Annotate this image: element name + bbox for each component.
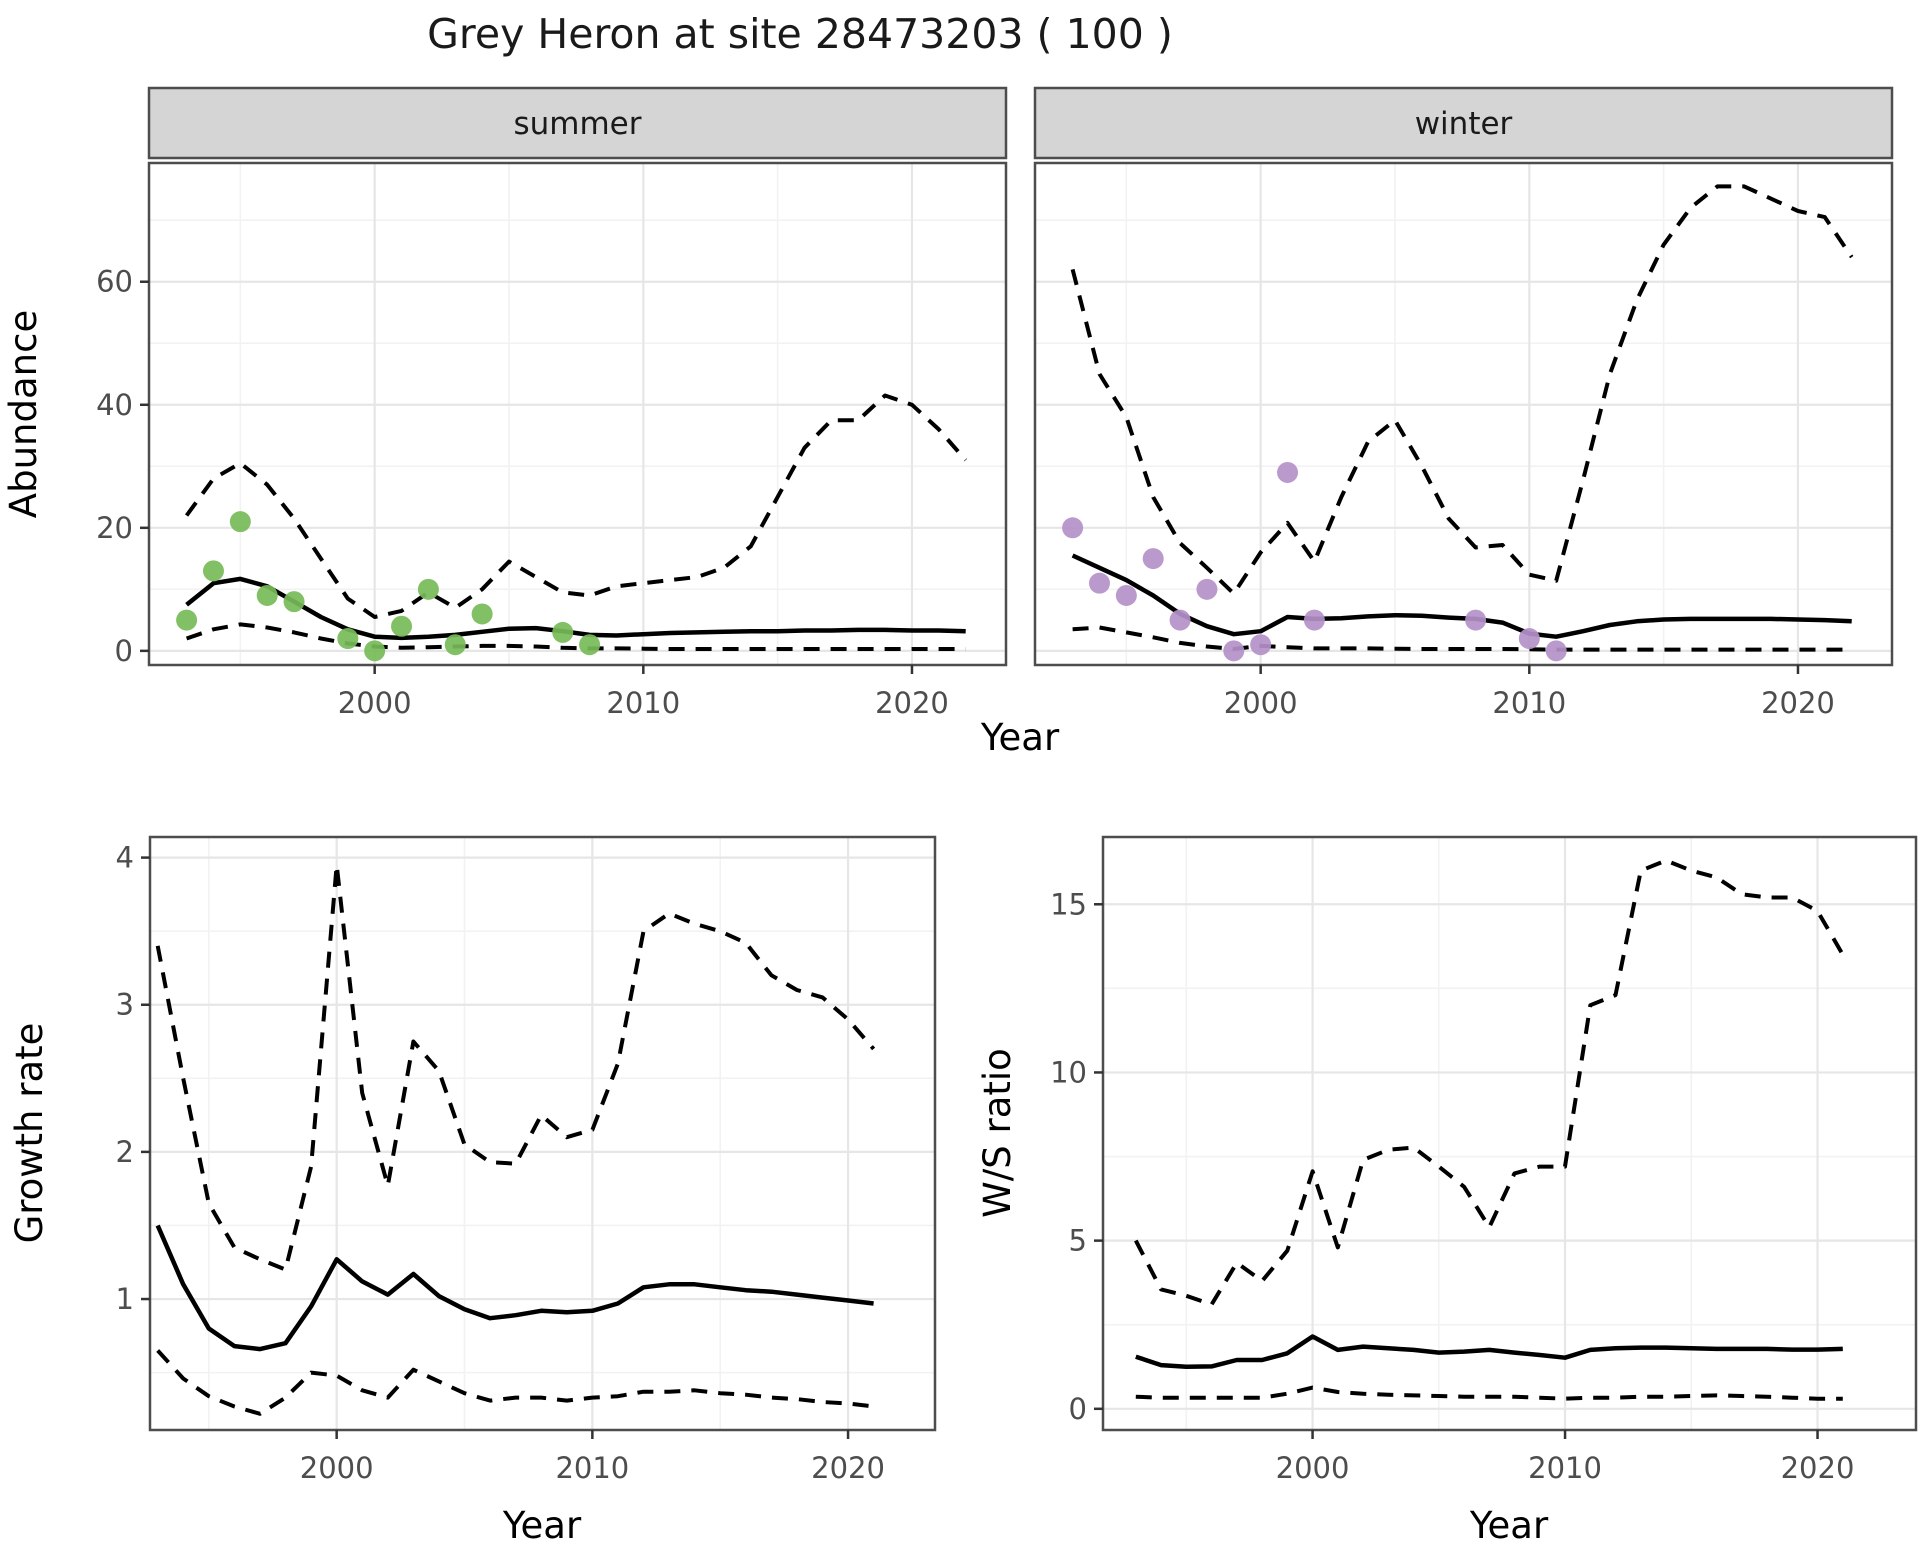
upper-ci-line — [1134, 858, 1845, 1307]
observation-point — [202, 560, 224, 582]
y-tick-label: 2 — [116, 1135, 134, 1169]
observation-point — [471, 603, 493, 625]
panel-winter: winter 2000 2010 2020 — [1033, 86, 1894, 720]
facet-strip-label: summer — [513, 106, 641, 142]
observation-point — [444, 634, 466, 656]
panel-border — [1101, 835, 1918, 1432]
panel-border — [147, 161, 1008, 667]
x-tick-label: 2010 — [555, 1451, 629, 1485]
upper-ci-line — [155, 863, 876, 1272]
panel-summer: summer 2000 2010 2020 0 20 40 60 — [96, 86, 1008, 720]
y-tick-label: 4 — [116, 841, 134, 875]
x-tick-label: 2000 — [300, 1451, 374, 1485]
panel-growth-rate: 2000 2010 2020 1 2 3 4 — [116, 835, 937, 1485]
observation-point — [1277, 461, 1299, 483]
observation-point — [579, 634, 601, 656]
ws-ratio-line — [1135, 1334, 1843, 1370]
observation-point — [229, 511, 251, 533]
x-tick-label: 2020 — [811, 1451, 885, 1485]
observation-point — [1062, 517, 1084, 539]
axis-title-year-bottom-right: Year — [1469, 1504, 1549, 1547]
axis-title-year-top: Year — [980, 716, 1060, 759]
observation-point — [1142, 548, 1164, 570]
lower-ci-line — [1135, 1385, 1843, 1401]
observation-point — [1465, 609, 1487, 631]
y-tick-label: 20 — [96, 511, 133, 545]
facet-strip — [1033, 86, 1894, 160]
observation-point — [1303, 609, 1325, 631]
observation-point — [364, 640, 386, 662]
observation-point — [283, 591, 305, 613]
panel-border — [148, 835, 937, 1432]
observation-point — [1223, 640, 1245, 662]
facet-strip-label: winter — [1415, 106, 1513, 142]
fitted-abundance-line — [1071, 553, 1852, 639]
y-tick-label: 15 — [1050, 887, 1087, 921]
fitted-abundance-line — [185, 576, 966, 641]
growth-rate-line — [155, 1224, 874, 1352]
y-tick-label: 0 — [115, 634, 133, 668]
axis-title-year-bottom-left: Year — [502, 1504, 582, 1547]
y-tick-label: 40 — [96, 388, 133, 422]
upper-ci-line — [1070, 184, 1854, 596]
observation-point — [1545, 640, 1567, 662]
upper-ci-line — [184, 393, 968, 619]
observation-point — [337, 628, 359, 650]
y-tick-label: 3 — [116, 988, 134, 1022]
panel-background — [1103, 837, 1916, 1430]
panel-background — [1035, 163, 1892, 665]
x-tick-label: 2010 — [606, 686, 680, 720]
x-tick-label: 2000 — [338, 686, 412, 720]
y-tick-label: 0 — [1069, 1392, 1087, 1426]
observation-point — [417, 578, 439, 600]
axis-title-growth-rate: Growth rate — [8, 1023, 51, 1244]
x-tick-label: 2010 — [1492, 686, 1566, 720]
y-tick-label: 10 — [1050, 1055, 1087, 1089]
x-tick-label: 2000 — [1224, 686, 1298, 720]
lower-ci-line — [1072, 625, 1852, 652]
observation-point — [1518, 628, 1540, 650]
y-tick-label: 5 — [1069, 1224, 1087, 1258]
observation-point — [1196, 578, 1218, 600]
axis-title-ws-ratio: W/S ratio — [976, 1048, 1019, 1218]
x-tick-label: 2020 — [875, 686, 949, 720]
panel-w-s-ratio: 2000 2010 2020 0 5 10 15 — [1050, 835, 1918, 1485]
observation-point — [1169, 609, 1191, 631]
y-tick-label: 60 — [96, 265, 133, 299]
observation-point — [1115, 584, 1137, 606]
x-tick-label: 2000 — [1276, 1451, 1350, 1485]
observation-point — [552, 621, 574, 643]
observation-point — [391, 615, 413, 637]
y-tick-label: 1 — [116, 1282, 134, 1316]
x-tick-label: 2020 — [1761, 686, 1835, 720]
panel-background — [150, 837, 935, 1430]
observation-point — [176, 609, 198, 631]
observation-point — [1088, 572, 1110, 594]
x-tick-label: 2020 — [1781, 1451, 1855, 1485]
axis-title-abundance: Abundance — [2, 310, 45, 518]
panel-border — [1033, 161, 1894, 667]
chart-title: Grey Heron at site 28473203 ( 100 ) — [427, 10, 1173, 58]
x-tick-label: 2010 — [1528, 1451, 1602, 1485]
lower-ci-line — [185, 622, 966, 651]
observation-point — [1250, 634, 1272, 656]
facet-strip — [147, 86, 1008, 160]
observation-point — [256, 584, 278, 606]
lower-ci-line — [156, 1349, 874, 1416]
